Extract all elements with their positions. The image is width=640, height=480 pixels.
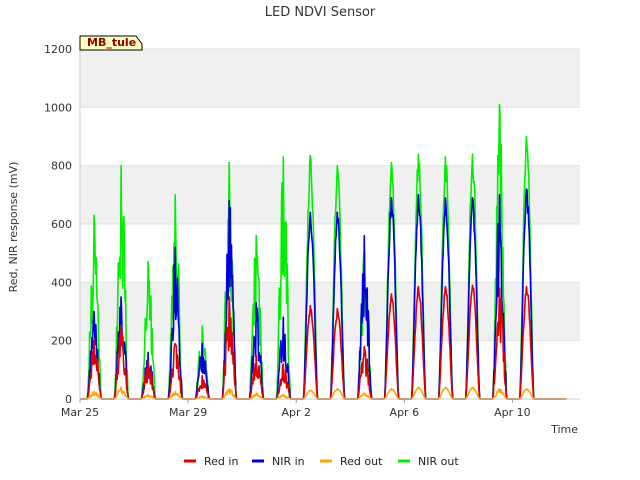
x-tick-label: Mar 29 [169,406,207,419]
legend-label: NIR out [418,455,459,468]
legend-label: NIR in [272,455,305,468]
legend-label: Red in [204,455,238,468]
y-tick-label: 1000 [44,101,72,114]
y-tick-label: 600 [51,218,72,231]
grid-band [80,107,580,166]
x-tick-label: Apr 2 [281,406,311,419]
y-tick-label: 400 [51,276,72,289]
badge-shape [79,35,143,51]
grid-band [80,224,580,283]
chart-title: LED NDVI Sensor [265,5,376,20]
badge-label: MB_tule [87,36,136,49]
x-tick-label: Apr 10 [494,406,531,419]
y-tick-label: 1200 [44,43,72,56]
y-tick-label: 0 [65,393,72,406]
x-tick-label: Mar 25 [61,406,99,419]
y-tick-label: 200 [51,335,72,348]
legend: Red in NIR in Red out NIR out [184,455,459,468]
axes: 0 200 400 600 800 1000 1200 Mar 25 Mar 29 Apr 2 Ap… [44,43,580,419]
legend-label: Red out [340,455,383,468]
x-tick-label: Apr 6 [390,406,420,419]
y-axis-label: Red, NIR response (mV) [7,162,20,293]
y-tick-label: 800 [51,160,72,173]
station-badge: MB_tule [79,35,143,51]
grid-band [80,165,580,224]
grid-band [80,49,580,108]
x-axis-label: Time [550,423,578,436]
